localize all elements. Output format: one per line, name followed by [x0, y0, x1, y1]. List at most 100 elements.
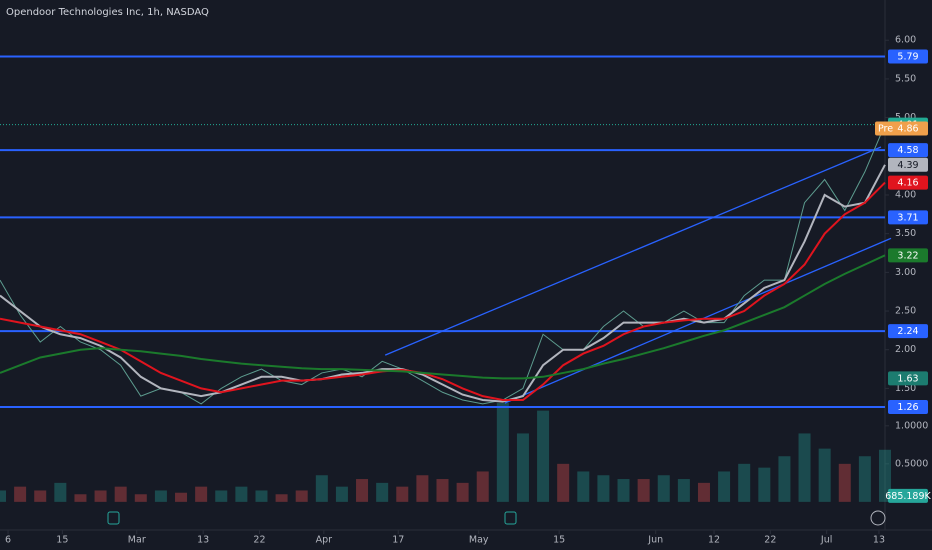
- x-tick-label: 17: [392, 535, 404, 546]
- volume-bar: [175, 492, 188, 502]
- volume-bar: [818, 448, 831, 502]
- volume-bar: [335, 486, 348, 502]
- level-badge-text: 5.79: [897, 51, 918, 62]
- level-badge: [888, 399, 928, 414]
- series-badge-text: 4.39: [897, 160, 918, 171]
- volume-bar: [858, 456, 871, 502]
- series-badge: [888, 175, 928, 190]
- volume-bar: [275, 494, 288, 502]
- level-badge-text: 3.71: [897, 212, 918, 223]
- x-tick-label: 15: [56, 535, 68, 546]
- series-badge-text: 4.16: [897, 178, 918, 189]
- trend-line: [384, 146, 882, 356]
- volume-bar: [617, 479, 630, 502]
- alert-icon[interactable]: [870, 510, 886, 526]
- volume-bar: [74, 494, 87, 502]
- volume-bar: [677, 479, 690, 502]
- y2-tick-label: 0.5000: [895, 458, 928, 469]
- level-badge-text: 1.26: [897, 402, 918, 413]
- volume-bar: [34, 490, 47, 502]
- volume-bar: [697, 482, 710, 502]
- volume-bar: [154, 490, 167, 502]
- series-badge: [888, 248, 928, 263]
- level-badge-text: 2.24: [897, 326, 918, 337]
- series-badge-text: 3.22: [897, 250, 918, 261]
- volume-bar: [758, 467, 771, 502]
- volume-bar: [14, 486, 27, 502]
- x-tick-label: Mar: [128, 535, 146, 546]
- volume-bar: [315, 475, 328, 502]
- x-tick-label: 22: [764, 535, 776, 546]
- volume-bar: [356, 479, 369, 502]
- volume-bar: [657, 475, 670, 502]
- x-tick-label: 12: [708, 535, 720, 546]
- pre-badge: [875, 121, 928, 136]
- volume-bar: [476, 471, 489, 502]
- volume-bar: [215, 490, 228, 502]
- x-tick-label: 22: [253, 535, 265, 546]
- volume-bar: [416, 475, 429, 502]
- y-tick-label: 3.50: [895, 228, 916, 239]
- volume-bar: [255, 490, 268, 502]
- x-tick-label: Jun: [647, 535, 663, 546]
- value-badge-text: 1.63: [897, 373, 918, 384]
- x-tick-label: 13: [873, 535, 885, 546]
- volume-bar: [516, 433, 529, 502]
- x-tick-label: 6: [5, 535, 11, 546]
- series-line: [0, 254, 886, 380]
- volume-bar: [436, 479, 449, 502]
- y-tick-label: 3.00: [895, 267, 916, 278]
- volume-bar: [0, 490, 6, 502]
- chart-title: Opendoor Technologies Inc, 1h, NASDAQ: [6, 7, 209, 18]
- volume-bar: [557, 463, 570, 502]
- earnings-icon[interactable]: [107, 511, 120, 525]
- volume-bar: [235, 486, 248, 502]
- volume-bar: [456, 482, 469, 502]
- series-line: [0, 164, 886, 403]
- volume-bar: [94, 490, 107, 502]
- y2-tick-label: 1.0000: [895, 420, 928, 431]
- volume-bar: [879, 449, 891, 502]
- volume-bar: [114, 486, 127, 502]
- volume-bar: [295, 490, 308, 502]
- x-tick-label: 15: [553, 535, 565, 546]
- volume-bar: [54, 482, 67, 502]
- y-tick-label: 5.50: [895, 73, 916, 84]
- level-badge: [888, 210, 928, 225]
- series-line: [0, 181, 886, 402]
- x-tick-label: 13: [197, 535, 209, 546]
- volume-bar: [376, 482, 389, 502]
- x-tick-label: Apr: [316, 535, 333, 546]
- x-tick-label: Jul: [820, 535, 832, 546]
- volume-bar: [597, 475, 610, 502]
- volume-bar: [838, 463, 851, 502]
- volume-bar: [537, 410, 550, 502]
- earnings-icon[interactable]: [504, 511, 517, 525]
- volume-bar: [778, 456, 791, 502]
- x-tick-label: May: [469, 535, 489, 546]
- volume-bar: [496, 403, 509, 502]
- volume-badge-text: 685.189K: [885, 491, 931, 502]
- series-badge: [888, 157, 928, 172]
- volume-bar: [718, 471, 731, 502]
- level-badge: [888, 143, 928, 158]
- y-tick-label: 2.00: [895, 344, 916, 355]
- y-tick-label: 1.50: [895, 383, 916, 394]
- level-badge: [888, 324, 928, 339]
- volume-bar: [637, 479, 650, 502]
- pre-badge-label: Pre: [878, 123, 893, 134]
- level-badge: [888, 49, 928, 64]
- volume-badge: [888, 488, 928, 503]
- pre-badge-value: 4.86: [897, 123, 918, 134]
- value-badge: [888, 371, 928, 386]
- volume-bar: [798, 433, 811, 502]
- y-tick-label: 6.00: [895, 35, 916, 46]
- y-tick-label: 4.00: [895, 189, 916, 200]
- volume-bar: [738, 463, 751, 502]
- volume-bar: [195, 486, 208, 502]
- y-tick-label: 2.50: [895, 306, 916, 317]
- volume-bar: [134, 494, 147, 502]
- level-badge-text: 4.58: [897, 145, 918, 156]
